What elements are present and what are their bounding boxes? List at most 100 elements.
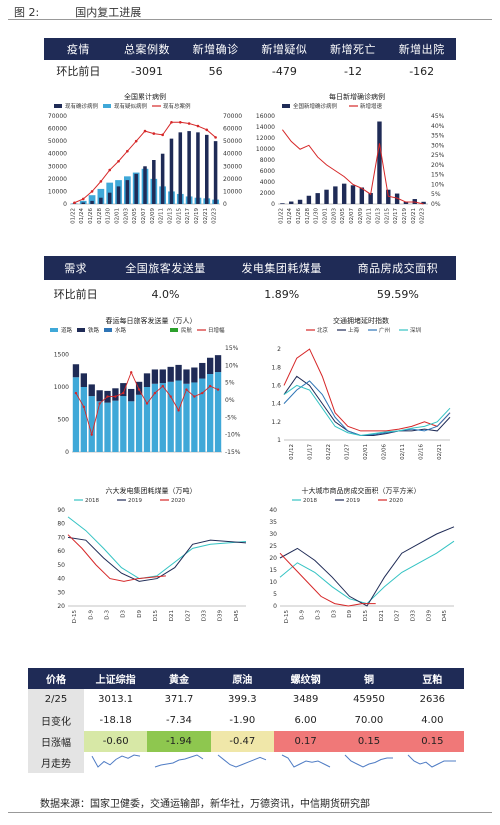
price-row: 日变化 -18.18 -7.34 -1.90 6.00 70.00 4.00 <box>28 710 464 731</box>
y2-tick-label: 10% <box>431 181 445 188</box>
daily-bar <box>421 201 426 204</box>
x-tick-label: D-3 <box>104 610 110 620</box>
y-tick-label: 20 <box>269 555 277 562</box>
price-cell: -1.94 <box>147 731 211 752</box>
rail-bar <box>128 388 135 402</box>
rail-bar <box>143 373 151 387</box>
series-line-2020 <box>279 552 376 607</box>
x-tick-label: 02/19 <box>402 208 408 224</box>
daily-bar <box>324 189 329 204</box>
legend-label: 现有总案例 <box>163 102 191 110</box>
y-tick-label: 30 <box>269 531 277 538</box>
road-bar <box>128 401 135 452</box>
chart-daily-svg: 全国新增确诊病例 新增增速 0 2000 4000 6000 8000 10000 12000 1… <box>256 102 445 224</box>
rail-bar <box>207 357 214 374</box>
confirmed-bar <box>99 197 103 204</box>
sparkline-path <box>344 754 393 768</box>
rail-bar <box>191 367 198 383</box>
y2-tick-label: 0% <box>225 397 235 404</box>
road-bar <box>88 396 95 452</box>
total-point <box>126 149 129 153</box>
x-tick-label: 02/01 <box>323 208 329 224</box>
y-tick-label: 25 <box>269 543 277 550</box>
daily-growth-point <box>74 391 78 395</box>
total-point <box>108 168 112 172</box>
daily-growth-point <box>90 433 93 436</box>
x-tick-label: 02/05 <box>132 208 138 224</box>
daily-growth-point <box>145 402 149 405</box>
y-tick-label: 60000 <box>223 126 242 133</box>
series-line-广州 <box>283 380 451 436</box>
y2-tick-label: -5% <box>225 414 237 421</box>
epi-header: 新增死亡 <box>330 43 377 56</box>
x-tick-label: 02/17 <box>393 208 399 224</box>
confirmed-bar <box>107 192 112 204</box>
demand-value-row: 环比前日 4.0% 1.89% 59.59% <box>44 283 456 305</box>
y2-tick-label: 0% <box>431 201 441 208</box>
x-tick-label: D-9 <box>300 610 306 620</box>
x-tick-label: 01/30 <box>314 208 320 224</box>
legend-label: 道路 <box>61 326 73 334</box>
legend-swatch <box>54 104 62 108</box>
rail-bar <box>175 364 182 381</box>
x-tick-label: D45 <box>234 610 240 622</box>
demand-header: 需求 <box>64 262 88 275</box>
y-tick-label: 35 <box>269 519 277 526</box>
legend-label: 现有疑似病例 <box>114 102 148 110</box>
x-tick-label: D27 <box>185 610 191 622</box>
y2-tick-label: 40% <box>431 123 445 130</box>
daily-bar <box>333 186 338 204</box>
daily-bar <box>280 203 285 204</box>
y-tick-label: 500 <box>58 417 70 424</box>
daily-bar <box>289 201 294 204</box>
y2-tick-label: 15% <box>225 345 239 352</box>
rail-bar <box>183 369 190 384</box>
price-row: 2/25 3013.1 371.7 399.3 3489 45950 2636 <box>28 689 464 710</box>
y2-tick-label: 30% <box>431 142 445 149</box>
road-bar <box>183 383 190 452</box>
epi-cell: 56 <box>208 64 223 78</box>
y-tick-label: 1.6 <box>271 382 281 389</box>
road-bar <box>120 396 127 452</box>
road-bar <box>143 387 151 452</box>
sparkline-path <box>281 754 330 768</box>
road-bar <box>96 401 103 452</box>
y-tick-label: 2000 <box>260 190 275 197</box>
sparkline-cell <box>84 752 147 773</box>
sparkline-path <box>218 754 267 768</box>
daily-bar <box>403 201 409 204</box>
rail-bar <box>135 381 143 395</box>
confirmed-bar <box>205 134 209 204</box>
y-tick-label: 6000 <box>260 168 275 175</box>
legend-swatch <box>50 328 58 332</box>
chart-title: 全国累计病例 <box>124 93 166 101</box>
y-tick-label: 0 <box>271 201 275 208</box>
y-tick-label: 40 <box>57 576 65 583</box>
daily-bar <box>350 185 356 204</box>
rail-bar <box>159 369 166 384</box>
y-tick-label: 40000 <box>48 151 67 158</box>
daily-growth-point <box>216 388 220 391</box>
confirmed-bar <box>169 138 174 204</box>
x-tick-label: 02/13 <box>167 208 173 224</box>
y-tick-label: 2 <box>277 346 281 353</box>
price-header: 螺纹钢 <box>273 668 338 689</box>
demand-header: 全国旅客发送量 <box>125 262 206 275</box>
x-tick-label: 02/09 <box>358 208 364 224</box>
price-header: 原油 <box>210 668 274 689</box>
sparkline-cell <box>401 752 464 773</box>
x-tick-label: D15 <box>153 610 159 622</box>
price-cell: -18.18 <box>99 715 132 726</box>
total-point <box>117 159 120 163</box>
y-tick-label: 50000 <box>48 138 67 145</box>
x-tick-label: 02/16 <box>418 444 424 460</box>
rail-bar <box>88 384 95 397</box>
y-tick-label: 1000 <box>54 384 69 391</box>
price-cell: -0.47 <box>210 731 274 752</box>
daily-growth-point <box>193 395 196 398</box>
x-tick-label: D33 <box>202 610 208 622</box>
price-cell: 6.00 <box>294 715 317 726</box>
x-tick-label: 02/11 <box>400 444 406 460</box>
daily-bar <box>412 199 417 204</box>
